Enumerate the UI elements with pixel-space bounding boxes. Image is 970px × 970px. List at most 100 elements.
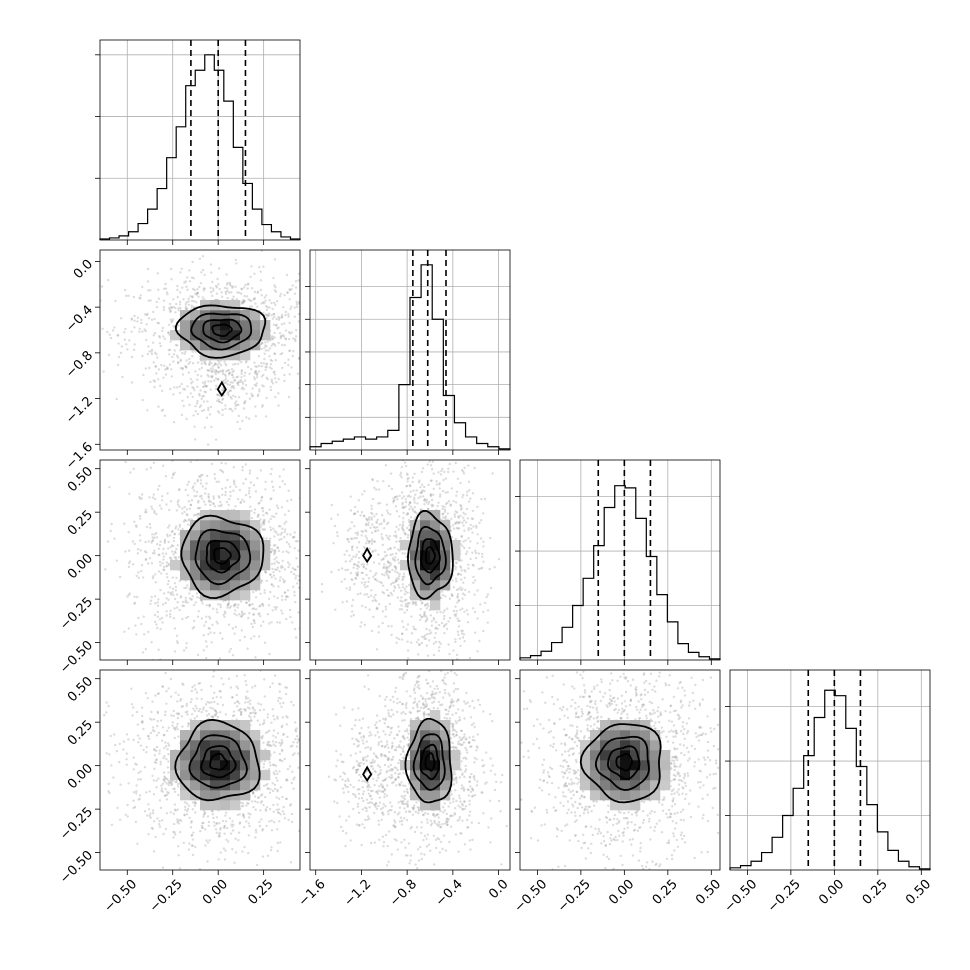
scatter-point: [329, 317, 331, 319]
scatter-point: [204, 380, 207, 383]
scatter-point: [139, 517, 142, 520]
scatter-point: [429, 479, 433, 482]
scatter-point: [117, 334, 120, 337]
scatter-point: [273, 331, 276, 335]
scatter-point: [127, 593, 130, 597]
scatter-point: [278, 317, 281, 320]
scatter-point: [158, 543, 162, 547]
scatter-point: [167, 760, 170, 763]
scatter-point: [326, 575, 328, 577]
scatter-point: [217, 365, 220, 369]
scatter-point: [199, 389, 202, 392]
scatter-point: [294, 600, 297, 604]
scatter-point: [280, 595, 284, 598]
scatter-point: [308, 378, 310, 380]
scatter-point: [230, 367, 234, 371]
scatter-point: [399, 471, 403, 474]
scatter-point: [462, 581, 465, 584]
scatter-point: [424, 615, 428, 618]
scatter-point: [332, 551, 334, 553]
scatter-point: [124, 550, 127, 553]
scatter-point: [267, 520, 271, 523]
scatter-point: [156, 272, 159, 275]
scatter-point: [306, 341, 308, 343]
scatter-point: [448, 597, 452, 600]
scatter-point: [270, 744, 273, 748]
scatter-point: [404, 498, 407, 501]
scatter-point: [434, 621, 438, 624]
scatter-point: [323, 306, 325, 308]
scatter-point: [350, 546, 354, 549]
density-cell: [190, 560, 201, 571]
scatter-point: [219, 505, 222, 508]
scatter-point: [210, 641, 213, 644]
scatter-point: [265, 579, 268, 583]
scatter-point: [405, 485, 408, 488]
scatter-point: [283, 361, 287, 365]
scatter-point: [251, 455, 253, 457]
scatter-point: [145, 313, 148, 317]
scatter-point: [286, 499, 289, 503]
scatter-point: [176, 821, 179, 824]
scatter-point: [172, 472, 175, 476]
scatter-point: [252, 619, 256, 622]
scatter-point: [243, 402, 246, 405]
scatter-point: [213, 370, 216, 374]
scatter-point: [177, 307, 180, 310]
density-cell: [210, 310, 221, 321]
scatter-point: [376, 518, 379, 521]
scatter-point: [132, 467, 135, 471]
scatter-point: [123, 288, 127, 292]
scatter-point: [271, 567, 274, 571]
scatter-point: [169, 310, 172, 314]
scatter-point: [411, 507, 414, 511]
scatter-point: [160, 409, 163, 412]
scatter-point: [400, 608, 404, 611]
scatter-point: [161, 621, 164, 624]
scatter-point: [204, 828, 207, 831]
scatter-point: [273, 258, 277, 261]
density-cell: [240, 350, 251, 361]
scatter-point: [175, 525, 178, 528]
scatter-point: [217, 504, 220, 507]
scatter-point: [263, 302, 266, 305]
scatter-point: [217, 371, 220, 374]
scatter-point: [143, 328, 146, 331]
scatter-point: [168, 306, 171, 310]
scatter-point: [171, 550, 174, 553]
scatter-point: [467, 537, 470, 540]
scatter-point: [343, 577, 346, 581]
scatter-point: [281, 612, 284, 615]
scatter-point: [174, 306, 177, 310]
panel-frame: [519, 459, 721, 661]
scatter-point: [375, 599, 378, 603]
scatter-point: [418, 643, 421, 646]
scatter-point: [177, 499, 180, 502]
scatter-point: [382, 565, 386, 569]
scatter-point: [390, 593, 394, 596]
scatter-point: [371, 550, 374, 554]
scatter-point: [380, 581, 383, 585]
scatter-point: [135, 633, 138, 636]
scatter-point: [196, 373, 199, 377]
scatter-point: [367, 580, 370, 583]
scatter-point: [179, 596, 182, 599]
scatter-point: [172, 305, 175, 309]
density-panel-0-3: [95, 669, 305, 875]
scatter-point: [224, 814, 227, 817]
scatter-point: [170, 375, 173, 378]
scatter-point: [368, 518, 371, 521]
scatter-point: [158, 484, 161, 488]
scatter-point: [303, 775, 305, 777]
scatter-point: [283, 522, 286, 525]
scatter-point: [194, 350, 197, 353]
scatter-point: [451, 594, 454, 597]
scatter-point: [409, 484, 412, 488]
scatter-point: [213, 379, 216, 382]
scatter-point: [277, 585, 280, 588]
scatter-point: [453, 613, 456, 616]
scatter-point: [217, 480, 220, 483]
scatter-point: [408, 524, 411, 527]
scatter-point: [247, 282, 250, 285]
scatter-point: [275, 568, 278, 572]
